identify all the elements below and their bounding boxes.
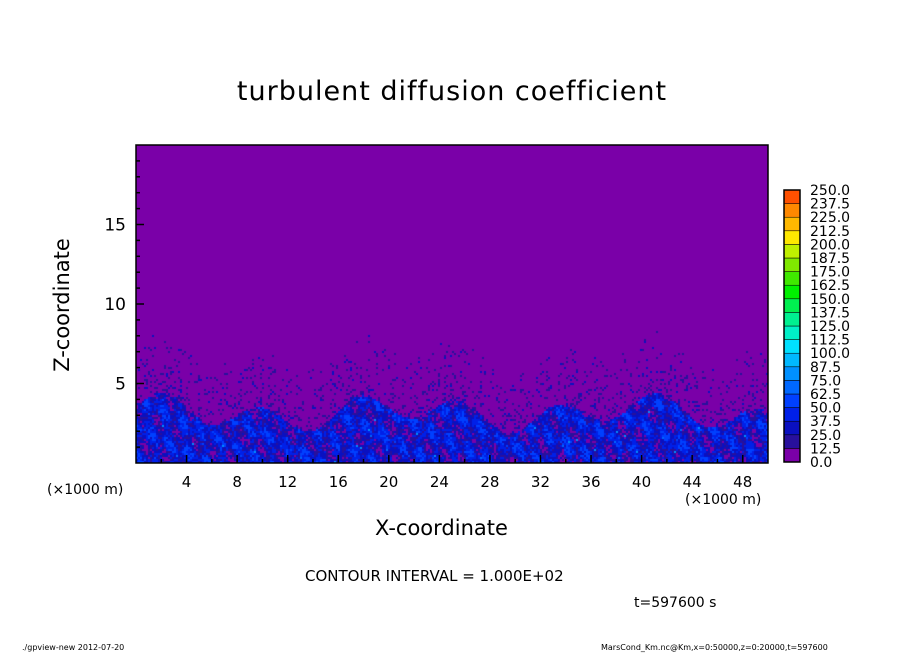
y-tick-label: 10 (104, 295, 126, 315)
colorbar-label: 125.0 (810, 319, 850, 335)
colorbar-segment (783, 393, 801, 408)
contour-interval: CONTOUR INTERVAL = 1.000E+02 (305, 567, 564, 585)
x-unit-label-right: (×1000 m) (685, 492, 762, 508)
y-tick-label: 15 (104, 216, 126, 236)
x-tick-label: 36 (581, 473, 600, 491)
x-tick-label: 4 (182, 473, 192, 491)
colorbar-label: 200.0 (810, 237, 850, 253)
plot-frame (135, 144, 769, 464)
x-tick-label: 12 (278, 473, 297, 491)
colorbar-segment (783, 312, 801, 327)
x-axis-label: X-coordinate (375, 516, 508, 540)
colorbar-segment (783, 339, 801, 354)
footer-left: ./gpview-new 2012-07-20 (22, 643, 125, 652)
colorbar-frame (783, 189, 801, 463)
colorbar-label: 112.5 (810, 333, 850, 349)
colorbar-segment (783, 366, 801, 381)
colorbar-label: 37.5 (810, 414, 841, 430)
colorbar-label: 162.5 (810, 278, 850, 294)
heatmap-field (136, 145, 768, 463)
colorbar-segment (783, 284, 801, 300)
colorbar-segment (783, 298, 801, 313)
colorbar-segment (783, 420, 801, 436)
footer-right: MarsCond_Km.nc@Km,x=0:50000,z=0:20000,t=… (601, 643, 828, 652)
colorbar-segment (783, 380, 801, 395)
colorbar-label: 50.0 (810, 401, 841, 417)
x-tick-label: 48 (733, 473, 752, 491)
colorbar-label: 75.0 (810, 373, 841, 389)
colorbar-segment (783, 325, 801, 340)
x-tick-label: 24 (430, 473, 449, 491)
colorbar-label: 12.5 (810, 441, 841, 457)
colorbar-segment (783, 448, 801, 463)
colorbar-label: 175.0 (810, 265, 850, 281)
colorbar-segment (783, 257, 801, 272)
colorbar-label: 137.5 (810, 305, 850, 321)
x-tick-label: 20 (379, 473, 398, 491)
colorbar-segment (783, 189, 801, 204)
colorbar-label: 100.0 (810, 346, 850, 362)
colorbar-segment (783, 352, 801, 368)
colorbar-label: 250.0 (810, 183, 850, 199)
chart-title: turbulent diffusion coefficient (236, 76, 668, 107)
x-tick-label: 16 (329, 473, 348, 491)
colorbar-segment (783, 216, 801, 232)
colorbar-segment (783, 271, 801, 286)
colorbar-label: 150.0 (810, 292, 850, 308)
y-tick-label: 5 (115, 375, 126, 395)
colorbar-label: 62.5 (810, 387, 841, 403)
colorbar-label: 187.5 (810, 251, 850, 267)
x-tick-label: 8 (232, 473, 242, 491)
colorbar-segment (783, 407, 801, 422)
x-unit-label-left: (×1000 m) (47, 482, 124, 498)
time-label: t=597600 s (634, 595, 717, 611)
colorbar-label: 225.0 (810, 210, 850, 226)
colorbar-label: 212.5 (810, 224, 850, 240)
colorbar-segment (783, 434, 801, 449)
colorbar-label: 237.5 (810, 197, 850, 213)
colorbar-label: 87.5 (810, 360, 841, 376)
colorbar-segment (783, 203, 801, 218)
colorbar-label: 0.0 (810, 455, 832, 471)
colorbar-segment (783, 230, 801, 245)
x-tick-label: 28 (480, 473, 499, 491)
y-axis-label: Z-coordinate (50, 238, 74, 372)
x-tick-label: 32 (531, 473, 550, 491)
colorbar-segment (783, 244, 801, 259)
x-tick-label: 44 (683, 473, 702, 491)
colorbar-label: 25.0 (810, 428, 841, 444)
x-tick-label: 40 (632, 473, 651, 491)
